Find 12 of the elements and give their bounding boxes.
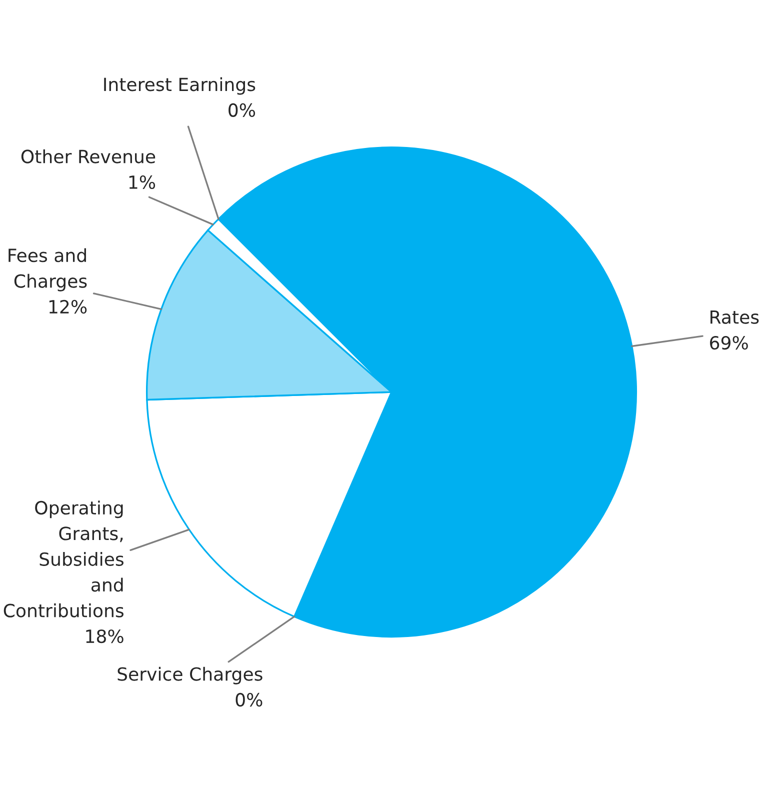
slice-label: Fees and Charges: [8, 248, 87, 292]
data-label: 69%: [710, 336, 748, 350]
text: 0%: [228, 103, 256, 117]
slice-label: Rates: [710, 310, 759, 324]
category-label: Interest Earnings: [104, 77, 256, 95]
slice-label: Operating Grants, Subsidies and Contributions: [4, 500, 124, 618]
data-label: 18%: [86, 629, 124, 644]
text: 0%: [236, 692, 262, 707]
data-label: 12%: [49, 300, 87, 314]
data-label: 1%: [129, 175, 156, 190]
category-label: Service Charges: [118, 666, 262, 684]
slice-label: Other Revenue: [21, 149, 156, 164]
